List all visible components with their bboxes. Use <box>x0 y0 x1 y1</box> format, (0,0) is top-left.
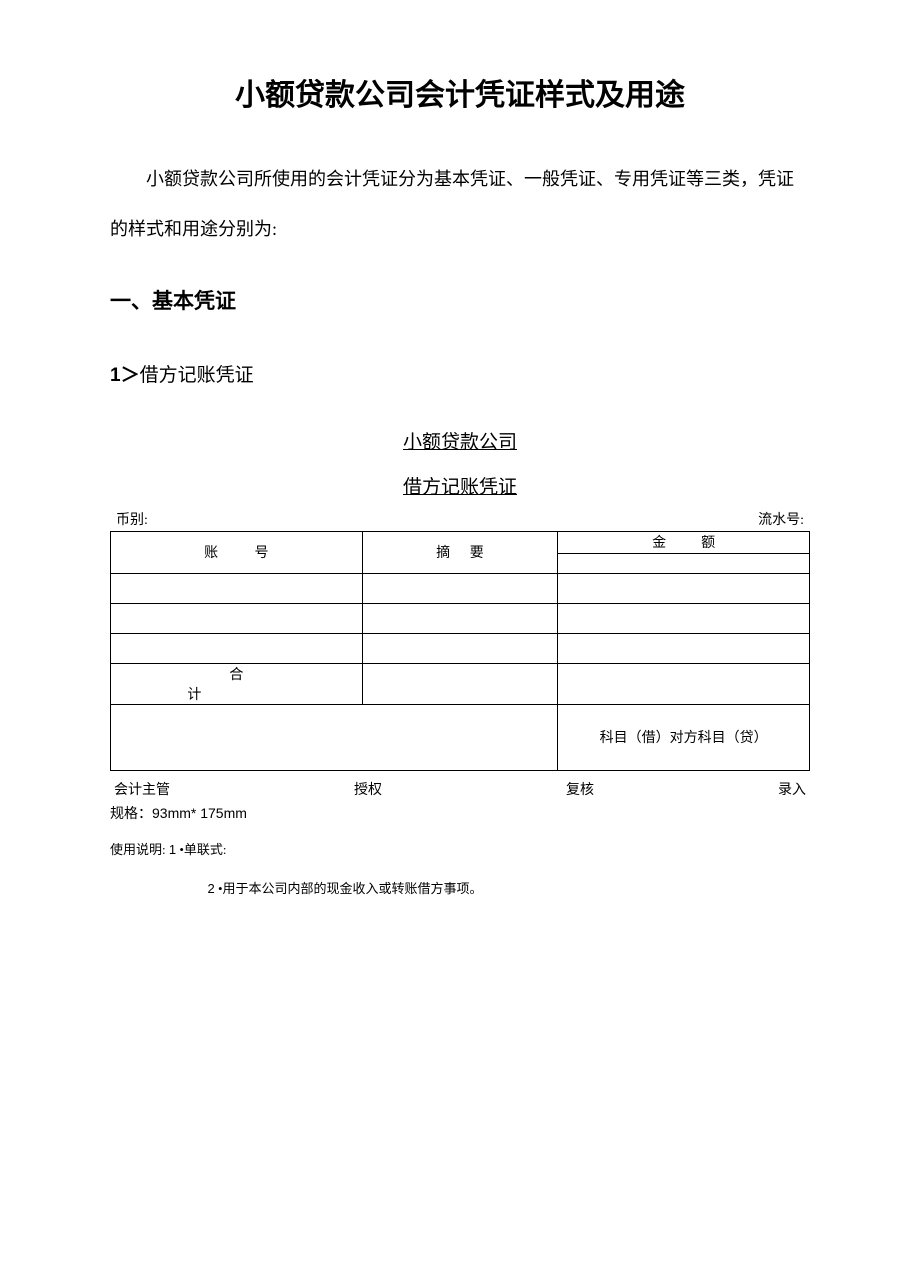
header-amount-sub <box>558 553 810 573</box>
page-title: 小额贷款公司会计凭证样式及用途 <box>110 70 810 114</box>
voucher-form-title: 借方记账凭证 <box>110 472 810 499</box>
signature-review: 复核 <box>566 779 594 799</box>
header-summary: 摘要 <box>362 531 558 573</box>
voucher-company: 小额贷款公司 <box>110 427 810 454</box>
table-total-row: 合计 <box>111 663 810 704</box>
signature-row: 会计主管 授权 复核 录入 <box>110 779 810 799</box>
voucher-table: 账号 摘要 金 额 合计 科目（借）对方科目（贷） <box>110 531 810 771</box>
subsection-heading-debit-voucher: 1＞借方记账凭证 <box>110 360 810 387</box>
serial-label: 流水号: <box>758 509 804 529</box>
section-heading-basic: 一、基本凭证 <box>110 285 810 315</box>
total-label: 合计 <box>111 663 363 704</box>
subsection-number: 1＞ <box>110 365 140 386</box>
table-row <box>111 603 810 633</box>
subsection-text: 借方记账凭证 <box>140 365 254 386</box>
signature-entry: 录入 <box>778 779 806 799</box>
table-header-row: 账号 摘要 金 额 <box>111 531 810 553</box>
subject-note: 科目（借）对方科目（贷） <box>558 704 810 770</box>
currency-label: 币别: <box>116 509 148 529</box>
intro-paragraph: 小额贷款公司所使用的会计凭证分为基本凭证、一般凭证、专用凭证等三类，凭证的样式和… <box>110 154 810 255</box>
header-account: 账号 <box>111 531 363 573</box>
usage-note-1: 使用说明: 1 •单联式: <box>110 839 810 858</box>
table-row <box>111 633 810 663</box>
spec-line: 规格：93mm* 175mm <box>110 803 810 823</box>
signature-authorize: 授权 <box>354 779 382 799</box>
usage-note-2: 2 •用于本公司内部的现金收入或转账借方事项。 <box>208 878 811 897</box>
table-row <box>111 573 810 603</box>
header-amount: 金 额 <box>558 531 810 553</box>
signature-supervisor: 会计主管 <box>114 779 170 799</box>
table-note-row: 科目（借）对方科目（贷） <box>111 704 810 770</box>
voucher-meta-row: 币别: 流水号: <box>110 509 810 529</box>
